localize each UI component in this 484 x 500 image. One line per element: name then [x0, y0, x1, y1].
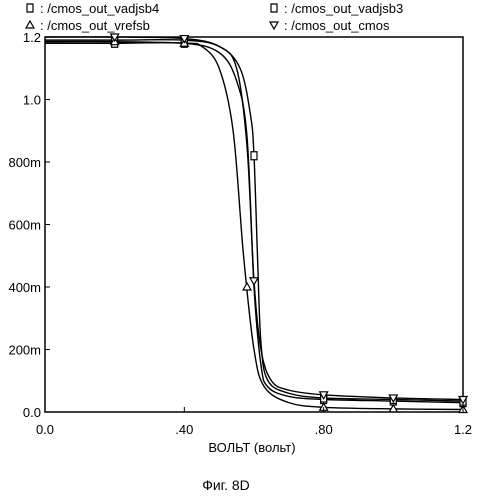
series-2: [45, 35, 467, 406]
plot-area-border: [44, 36, 464, 413]
legend-label: : /cmos_out_cmos: [284, 18, 390, 33]
figure-caption: Фиг. 8D: [202, 477, 250, 493]
y-tick-label: 800m: [8, 155, 41, 170]
plot-curves: [44, 33, 469, 414]
series-marker: [457, 395, 469, 405]
x-tick-label: .40: [175, 422, 193, 437]
y-tick-label: 0.0: [23, 405, 41, 420]
series-marker: [388, 394, 399, 404]
series-marker: [179, 34, 190, 44]
series-marker: [388, 403, 399, 413]
series-line: [44, 40, 464, 411]
legend-marker: [26, 3, 34, 13]
plot-frame: [44, 36, 464, 413]
legend-label: : /cmos_out_vadjsb4: [40, 1, 159, 16]
y-tick-label: 1.0: [23, 93, 41, 108]
series-marker: [318, 391, 329, 401]
x-axis-title: ВОЛЬТ (вольт): [208, 440, 295, 455]
legend-entry: : /cmos_out_vadjsb3: [270, 1, 403, 16]
series-marker: [250, 151, 258, 161]
x-tick-label: 0.0: [36, 422, 54, 437]
legend-marker: [268, 21, 280, 31]
legend-marker: [270, 3, 278, 13]
y-tick-label: 600m: [8, 218, 41, 233]
axis-ticks: 0.0 .40 .80 1.2 0.0 200m 400m 600m 800m 1.0 1.2: [8, 30, 472, 437]
series-4: [44, 33, 469, 405]
y-tick-label: 200m: [8, 343, 41, 358]
legend-marker: [24, 19, 36, 29]
series-marker: [241, 281, 253, 291]
series-1: [45, 38, 467, 408]
x-tick-label: 1.2: [454, 422, 472, 437]
x-tick-label: .80: [315, 422, 333, 437]
legend-entry: : /cmos_out_cmos: [268, 18, 390, 33]
y-tick-label: 400m: [8, 280, 41, 295]
series-marker: [109, 33, 120, 43]
series-marker: [248, 277, 260, 286]
legend-entry: : /cmos_out_vadjsb4: [26, 1, 159, 16]
y-tick-label: 1.2: [23, 30, 41, 45]
chart-legend: : /cmos_out_vadjsb4 : /cmos_out_vadjsb3 : …: [24, 1, 403, 33]
legend-entry: : /cmos_out_vrefsb: [24, 18, 150, 33]
legend-label: : /cmos_out_vadjsb3: [284, 1, 403, 16]
legend-label: : /cmos_out_vrefsb: [40, 18, 150, 33]
